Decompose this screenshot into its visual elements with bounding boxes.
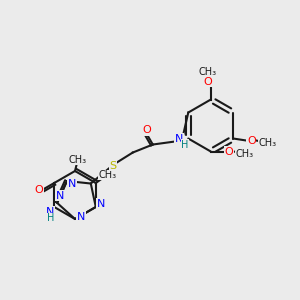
Text: O: O xyxy=(224,146,233,157)
Text: S: S xyxy=(109,160,116,170)
Text: N: N xyxy=(175,134,183,143)
Text: H: H xyxy=(46,213,54,223)
Text: CH₃: CH₃ xyxy=(236,148,254,158)
Text: CH₃: CH₃ xyxy=(99,170,117,180)
Text: N: N xyxy=(68,179,76,189)
Text: N: N xyxy=(56,191,64,201)
Text: O: O xyxy=(203,76,212,86)
Text: CH₃: CH₃ xyxy=(258,137,276,148)
Text: CH₃: CH₃ xyxy=(199,67,217,76)
Text: CH₃: CH₃ xyxy=(69,155,87,165)
Text: O: O xyxy=(247,136,256,146)
Text: O: O xyxy=(142,125,151,135)
Text: N: N xyxy=(46,207,54,217)
Text: O: O xyxy=(35,185,44,195)
Text: H: H xyxy=(181,140,188,149)
Text: N: N xyxy=(77,212,85,222)
Text: N: N xyxy=(97,199,105,209)
